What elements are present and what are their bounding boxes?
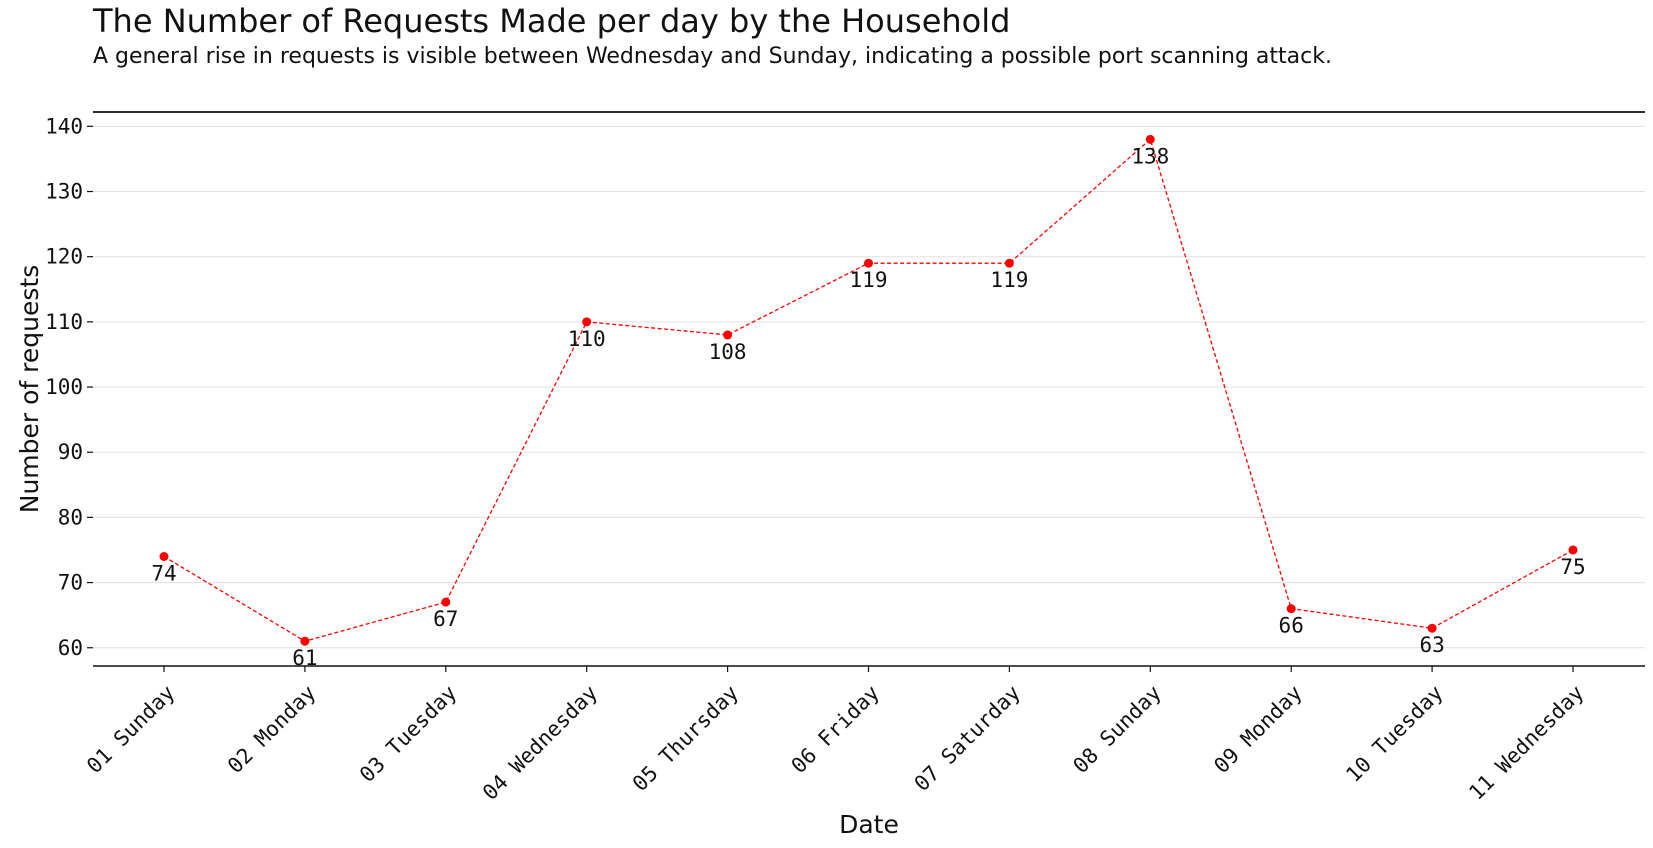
chart-title: The Number of Requests Made per day by t… <box>93 2 1011 40</box>
data-label: 75 <box>1560 555 1585 579</box>
data-point <box>1145 134 1155 144</box>
data-label: 138 <box>1131 144 1169 168</box>
x-tick-label: 06 Friday <box>787 681 884 778</box>
y-tick-label: 90 <box>58 440 83 464</box>
x-axis-ticks: 01 Sunday 02 Monday 03 Tuesday 04 Wednesday… <box>82 666 1589 805</box>
data-point <box>1568 545 1578 555</box>
x-tick-label: 11 Wednesday <box>1464 681 1588 805</box>
y-tick-label: 140 <box>45 114 83 138</box>
data-labels: 74 61 67 110 108 119 119 138 66 63 75 <box>151 144 1585 670</box>
chart-subtitle: A general rise in requests is visible be… <box>93 44 1332 69</box>
data-label: 108 <box>709 340 747 364</box>
data-point <box>300 636 310 646</box>
data-point <box>159 552 169 562</box>
series-line <box>163 138 1574 642</box>
x-axis-title: Date <box>839 810 899 839</box>
data-point <box>1004 258 1014 268</box>
y-tick-label: 100 <box>45 375 83 399</box>
y-tick-label: 110 <box>45 310 83 334</box>
data-point <box>441 597 451 607</box>
data-label: 110 <box>568 327 606 351</box>
x-tick-label: 05 Thursday <box>628 681 743 796</box>
data-label: 66 <box>1279 614 1304 638</box>
y-tick-label: 80 <box>58 505 83 529</box>
x-tick-label: 01 Sunday <box>82 681 179 778</box>
data-label: 119 <box>990 268 1028 292</box>
data-label: 74 <box>151 562 176 586</box>
y-tick-label: 60 <box>58 636 83 660</box>
x-tick-label: 04 Wednesday <box>478 681 602 805</box>
x-tick-label: 07 Saturday <box>910 681 1025 796</box>
data-point <box>582 317 592 327</box>
x-tick-label: 02 Monday <box>223 681 320 778</box>
x-tick-label: 09 Monday <box>1209 681 1306 778</box>
data-label: 67 <box>433 607 458 631</box>
y-tick-label: 120 <box>45 245 83 269</box>
data-label: 61 <box>292 646 317 670</box>
series-requests <box>159 134 1578 646</box>
x-tick-label: 10 Tuesday <box>1341 681 1447 787</box>
data-point <box>723 330 733 340</box>
y-axis-title: Number of requests <box>15 265 44 513</box>
data-label: 119 <box>850 268 888 292</box>
y-axis-ticks: 60 70 80 90 100 110 120 130 140 <box>45 114 93 660</box>
data-point <box>864 258 873 268</box>
x-tick-label: 08 Sunday <box>1068 681 1165 778</box>
grid-lines <box>93 125 1645 649</box>
y-tick-label: 130 <box>45 180 83 204</box>
data-point <box>1427 623 1437 633</box>
data-point <box>1286 604 1296 614</box>
x-tick-label: 03 Tuesday <box>355 681 461 787</box>
y-tick-label: 70 <box>58 571 83 595</box>
data-label: 63 <box>1419 633 1444 657</box>
